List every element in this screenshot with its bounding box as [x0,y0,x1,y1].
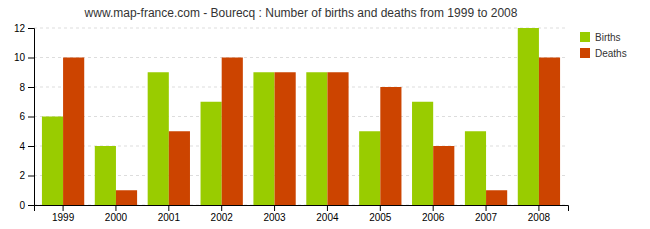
bar [433,146,454,205]
tick-mark [380,205,381,211]
bar [539,58,560,206]
bar [253,72,274,205]
bars [42,28,560,205]
bar [201,102,222,205]
grid-line [34,116,568,117]
grid [34,28,568,205]
tick-mark [28,28,34,29]
y-tick: 2 [19,170,34,181]
tick-label: 12 [14,23,26,34]
tick-label: 4 [19,141,25,152]
x-axis: 1999 2000 2001 2002 2003 2004 2005 2006 2007 2008 [35,205,569,223]
tick-mark [28,87,34,88]
x-tick: 2003 [263,205,286,223]
bar [222,58,243,206]
grid-line [34,87,568,88]
y-tick: 8 [19,82,34,93]
legend-label: Births [595,32,621,43]
tick-label: 2004 [316,212,339,223]
bar-series [63,58,560,206]
x-tick: 2004 [316,205,339,223]
tick-label: 6 [19,111,25,122]
tick-label: 8 [19,82,25,93]
bar [169,131,190,205]
y-axis: 0 2 4 6 8 10 12 [14,23,35,211]
x-tick: 2002 [211,205,234,223]
bar [327,72,348,205]
x-tick: 2008 [528,205,551,223]
tick-label: 2001 [158,212,181,223]
bar [275,72,296,205]
tick-mark [221,205,222,211]
legend-item: Deaths [580,48,627,59]
axis-line [35,206,569,212]
y-tick: 0 [19,200,34,211]
legend-swatch [580,48,590,58]
x-tick: 2000 [105,205,128,223]
tick-label: 1999 [52,212,75,223]
tick-label: 10 [14,52,26,63]
bar [465,131,486,205]
bar [148,72,169,205]
tick-label: 2007 [475,212,498,223]
plot-area: 0 2 4 6 8 10 12 1999 2000 2001 2002 2003 2004 2005 200… [14,23,569,223]
tick-mark [115,205,116,211]
axis-line [28,29,35,206]
tick-mark [168,205,169,211]
tick-mark [28,117,34,118]
bar [42,117,63,206]
tick-mark [327,205,328,211]
bar [412,102,433,205]
tick-mark [433,205,434,211]
x-tick: 2005 [369,205,392,223]
bar [359,131,380,205]
tick-label: 2003 [263,212,286,223]
grid-line [34,28,568,29]
bar [518,28,539,205]
grid-line [34,57,568,58]
bar [63,58,84,206]
bar-series [42,28,539,205]
tick-mark [28,58,34,59]
tick-label: 2002 [211,212,234,223]
bar [116,190,137,205]
tick-mark [274,205,275,211]
tick-mark [28,176,34,177]
x-tick: 2001 [158,205,181,223]
y-tick: 10 [14,52,34,63]
legend-label: Deaths [595,48,627,59]
tick-label: 2000 [105,212,128,223]
tick-label: 2 [19,170,25,181]
title: www.map-france.com - Bourecq : Number of… [84,6,518,20]
y-tick: 4 [19,141,34,152]
x-tick: 2006 [422,205,445,223]
y-tick: 12 [14,23,34,34]
bar [306,72,327,205]
x-tick: 2007 [475,205,498,223]
tick-mark [486,205,487,211]
chart: 0 2 4 6 8 10 12 1999 2000 2001 2002 2003 2004 2005 200… [0,0,650,229]
legend: Births Deaths [580,32,627,59]
tick-mark [63,205,64,211]
x-tick: 1999 [52,205,75,223]
legend-swatch [580,32,590,42]
tick-mark [538,205,539,211]
tick-mark [28,146,34,147]
y-tick: 6 [19,111,34,122]
bar [95,146,116,205]
tick-label: 0 [19,200,25,211]
tick-mark [28,205,34,206]
tick-label: 2006 [422,212,445,223]
tick-label: 2008 [528,212,551,223]
tick-label: 2005 [369,212,392,223]
legend-item: Births [580,32,621,43]
bar [380,87,401,205]
bar [486,190,507,205]
